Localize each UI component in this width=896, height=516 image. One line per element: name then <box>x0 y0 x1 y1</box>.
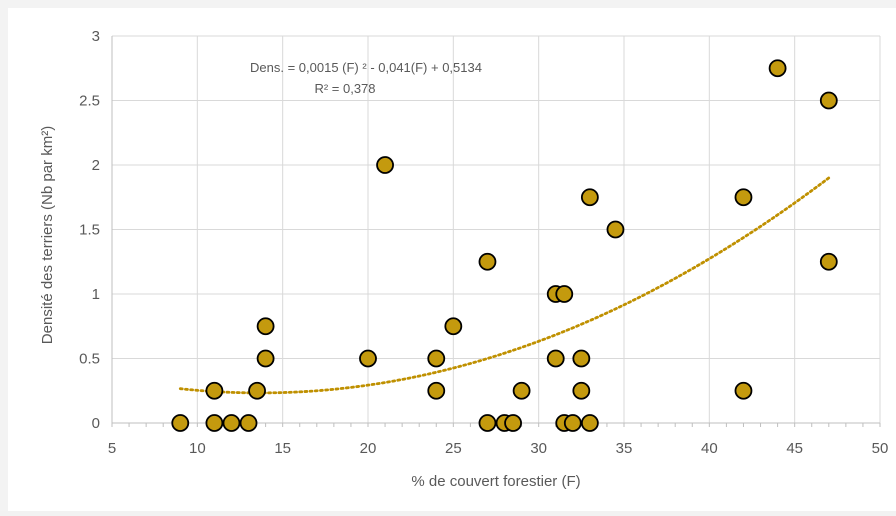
y-tick-label: 0 <box>92 415 100 432</box>
data-point <box>444 317 463 336</box>
data-point <box>427 381 446 400</box>
axes <box>111 36 881 427</box>
data-point <box>572 381 591 400</box>
data-point <box>768 59 787 78</box>
data-point <box>555 285 574 303</box>
x-tick-label: 5 <box>108 440 116 457</box>
data-point <box>478 252 497 271</box>
data-point <box>606 220 625 239</box>
data-point <box>478 414 497 432</box>
data-point <box>205 414 224 432</box>
data-point <box>222 414 241 432</box>
data-point <box>512 381 531 400</box>
y-tick-label: 2.5 <box>79 93 100 110</box>
y-axis-title: Densité des terriers (Nb par km²) <box>39 126 56 344</box>
y-tick-label: 3 <box>92 28 100 45</box>
data-point <box>504 414 522 432</box>
trendline-equation: Dens. = 0,0015 (F) ² - 0,041(F) + 0,5134 <box>250 60 482 75</box>
data-points <box>171 59 838 432</box>
data-point <box>256 317 275 336</box>
data-point <box>734 188 753 207</box>
data-point <box>256 349 275 368</box>
data-point <box>819 252 838 271</box>
data-point <box>580 414 599 432</box>
x-axis-title: % de couvert forestier (F) <box>411 473 580 490</box>
y-tick-label: 2 <box>92 157 100 174</box>
chart-card: 5 10 15 20 25 30 35 40 45 50 0 0.5 1 1.5 2 2.5 3 Dens. … <box>8 8 896 511</box>
x-tick-label: 40 <box>701 440 718 457</box>
data-point <box>205 381 224 400</box>
x-tick-label: 50 <box>872 440 889 457</box>
data-point <box>239 414 258 432</box>
data-point <box>427 349 446 368</box>
data-point <box>734 381 753 400</box>
x-tick-label: 15 <box>274 440 291 457</box>
gridlines <box>112 35 881 423</box>
data-point <box>819 91 838 110</box>
x-tick-label: 10 <box>189 440 206 457</box>
data-point <box>572 349 591 368</box>
x-tick-label: 45 <box>786 440 803 457</box>
scatter-chart: 5 10 15 20 25 30 35 40 45 50 0 0.5 1 1.5 2 2.5 3 Dens. … <box>39 28 889 490</box>
data-point <box>359 349 377 368</box>
x-tick-label: 20 <box>360 440 377 457</box>
data-point <box>248 381 266 400</box>
r-squared-label: R² = 0,378 <box>314 81 375 96</box>
x-tick-label: 35 <box>616 440 633 457</box>
x-tick-label: 25 <box>445 440 462 457</box>
data-point <box>546 349 565 368</box>
y-tick-label: 1.5 <box>79 222 100 239</box>
data-point <box>171 414 190 432</box>
data-point <box>563 414 582 432</box>
y-tick-labels: 0 0.5 1 1.5 2 2.5 3 <box>79 28 100 432</box>
x-tick-labels: 5 10 15 20 25 30 35 40 45 50 <box>108 440 889 457</box>
y-tick-label: 1 <box>92 286 100 303</box>
x-tick-label: 30 <box>530 440 547 457</box>
data-point <box>580 188 599 207</box>
data-point <box>376 156 394 174</box>
polynomial-trendline <box>178 176 831 395</box>
y-tick-label: 0.5 <box>79 351 100 368</box>
